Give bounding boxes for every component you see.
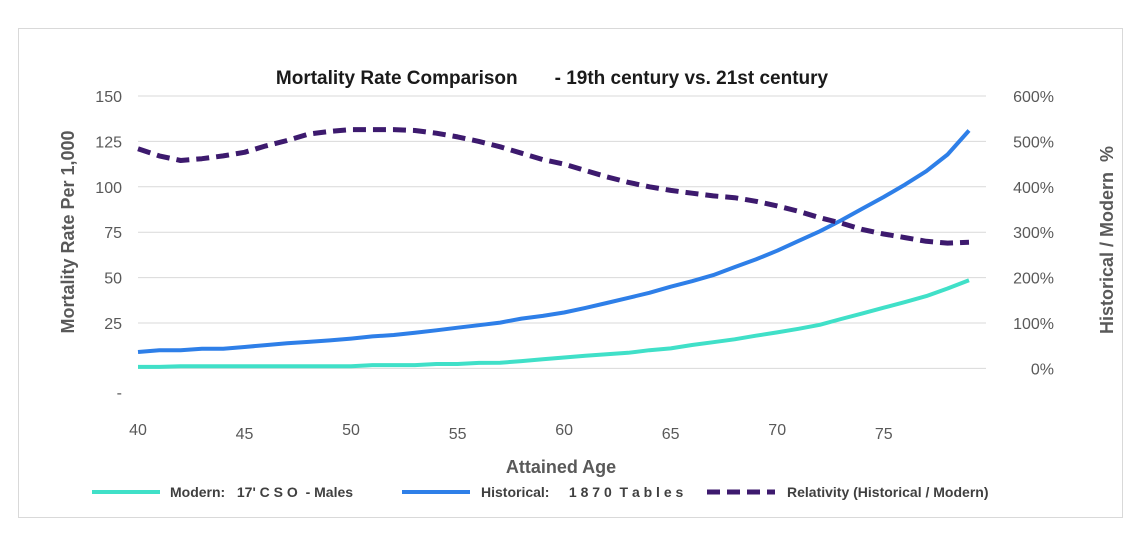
y-axis-title: Mortality Rate Per 1,000 [58, 130, 78, 333]
y2-axis-title: Historical / Modern % [1097, 146, 1117, 334]
x-tick-label: 60 [555, 422, 573, 439]
x-tick-label: 45 [236, 426, 254, 443]
y-tick-label: 75 [104, 225, 122, 242]
x-axis-ticks: 40 45 50 55 60 65 70 75 [129, 422, 893, 443]
y2-tick-label: 400% [1013, 180, 1054, 197]
series-group [137, 127, 971, 369]
y2-tick-label: 500% [1013, 134, 1054, 151]
x-tick-label: 55 [449, 426, 467, 443]
y-tick-label: 125 [95, 134, 122, 151]
series-line-2 [137, 127, 970, 246]
chart-frame [18, 28, 1123, 518]
y2-tick-label: 600% [1013, 89, 1054, 106]
y2-tick-label: 100% [1013, 316, 1054, 333]
legend-label-1: Historical: 1 8 7 0 T a b l e s [481, 484, 684, 500]
y-tick-label: 100 [95, 180, 122, 197]
y2-tick-label: 200% [1013, 271, 1054, 288]
series-line-1 [137, 129, 971, 354]
series-line-0 [138, 278, 970, 369]
x-tick-label: 70 [768, 422, 786, 439]
y2-tick-label: 0% [1031, 361, 1054, 378]
x-tick-label: 40 [129, 422, 147, 439]
x-tick-label: 65 [662, 426, 680, 443]
y-tick-label: 150 [95, 89, 122, 106]
x-tick-label: 50 [342, 422, 360, 439]
legend-label-0: Modern: 17' C S O - Males [170, 484, 353, 500]
y-tick-label: 25 [104, 316, 122, 333]
y-tick-label: 50 [104, 271, 122, 288]
x-tick-label: 75 [875, 426, 893, 443]
y-tick-label: - [117, 385, 122, 402]
chart-title: Mortality Rate Comparison - 19th century… [276, 68, 829, 89]
y-axis-ticks: - 25 50 75 100 125 150 [95, 89, 122, 402]
x-axis-title: Attained Age [506, 457, 616, 477]
legend-label-2: Relativity (Historical / Modern) [787, 484, 988, 500]
legend: Modern: 17' C S O - Males Historical: 1 8… [92, 484, 988, 500]
gridlines [138, 95, 986, 369]
y2-tick-label: 300% [1013, 225, 1054, 242]
y2-axis-ticks: 0% 100% 200% 300% 400% 500% 600% [1013, 89, 1054, 378]
